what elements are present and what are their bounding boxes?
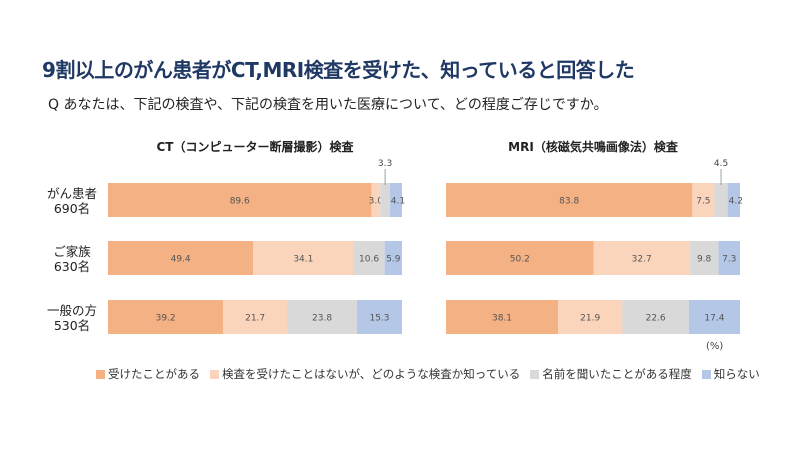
row-label-line1: がん患者 — [46, 186, 97, 201]
bar-segment — [253, 241, 354, 275]
bar-segment — [622, 300, 689, 334]
bar-segment — [287, 300, 358, 334]
data-label: 4.2 — [729, 197, 743, 207]
bar-segment — [108, 241, 254, 275]
ct-panel-title: CT（コンピューター断層撮影）検査 — [156, 140, 354, 154]
data-label: 7.5 — [696, 197, 710, 207]
legend-swatch — [701, 369, 711, 379]
data-label: 5.9 — [386, 255, 401, 265]
bar-segment — [380, 183, 390, 217]
data-label: 9.8 — [697, 255, 712, 265]
mri-panel-title: MRI（核磁気共鳴画像法）検査 — [508, 140, 678, 154]
data-label: 39.2 — [156, 314, 176, 324]
data-label: 21.7 — [245, 314, 265, 324]
legend-label: 受けたことがある — [108, 367, 200, 381]
legend-swatch — [96, 369, 105, 379]
legend-item-heard-name: 名前を聞いたことがある程度 — [530, 366, 692, 382]
legend-swatch — [530, 369, 540, 379]
legend-item-know-test: 検査を受けたことはないが、どのような検査か知っている — [210, 366, 520, 382]
bar-segment — [446, 183, 693, 217]
data-label: 15.3 — [369, 314, 389, 324]
legend-swatch — [210, 369, 219, 379]
bar-segment — [357, 300, 402, 334]
survey-question: Q あなたは、下記の検査や、下記の検査を用いた医療について、どの程度ご存じですか… — [48, 97, 608, 113]
bar-segment — [371, 183, 381, 217]
bar-segment — [446, 241, 594, 275]
data-label: 22.6 — [646, 314, 666, 324]
data-label: 10.6 — [359, 255, 379, 265]
legend-label: 検査を受けたことはないが、どのような検査か知っている — [222, 367, 521, 381]
row-label-line2: 530名 — [53, 318, 91, 333]
bar-segment — [108, 300, 224, 334]
row-label-line1: ご家族 — [53, 244, 91, 259]
data-label: 83.8 — [559, 197, 579, 207]
bar-segment — [389, 183, 402, 217]
page-title: 9割以上のがん患者がCT,MRI検査を受けた、知っていると回答した — [42, 58, 635, 82]
bar-segment — [689, 241, 719, 275]
bar-segment — [384, 241, 402, 275]
bar-segment — [223, 300, 288, 334]
legend-label: 名前を聞いたことがある程度 — [542, 367, 692, 381]
data-label: 3.3 — [378, 159, 392, 169]
bar-segment — [446, 300, 559, 334]
data-label: 4.1 — [391, 197, 405, 207]
bar-segment — [727, 183, 740, 217]
data-label: 34.1 — [293, 255, 313, 265]
bar-segment — [688, 300, 740, 334]
legend-label: 知らない — [713, 367, 760, 381]
legend-item-received: 受けたことがある — [96, 366, 200, 382]
data-label: 21.9 — [580, 314, 600, 324]
legend-item-unknown: 知らない — [701, 366, 760, 382]
data-label: 17.4 — [704, 314, 724, 324]
legend: 受けたことがある 検査を受けたことはないが、どのような検査か知っている 名前を聞… — [96, 366, 760, 382]
unit-label: (%) — [706, 341, 724, 352]
row-label-family: ご家族 630名 — [38, 244, 106, 274]
data-label: 89.6 — [230, 197, 250, 207]
bar-segment — [593, 241, 690, 275]
bar-segment — [718, 241, 740, 275]
row-label-cancer-patients: がん患者 690名 — [38, 186, 106, 216]
bar-segment — [108, 183, 372, 217]
data-label: 50.2 — [510, 255, 530, 265]
data-label: 49.4 — [171, 255, 191, 265]
bar-segment — [353, 241, 385, 275]
data-label: 32.7 — [632, 255, 652, 265]
data-label: 3.0 — [369, 197, 384, 207]
row-label-line2: 630名 — [53, 259, 91, 274]
row-label-general-public: 一般の方 530名 — [38, 303, 106, 333]
row-label-line2: 690名 — [53, 201, 91, 216]
row-label-line1: 一般の方 — [46, 303, 97, 318]
data-label: 7.3 — [722, 255, 736, 265]
bar-segment — [692, 183, 715, 217]
data-label: 4.5 — [714, 159, 728, 169]
data-label: 38.1 — [492, 314, 512, 324]
bar-segment — [558, 300, 623, 334]
data-label: 23.8 — [312, 314, 332, 324]
bar-segment — [714, 183, 728, 217]
